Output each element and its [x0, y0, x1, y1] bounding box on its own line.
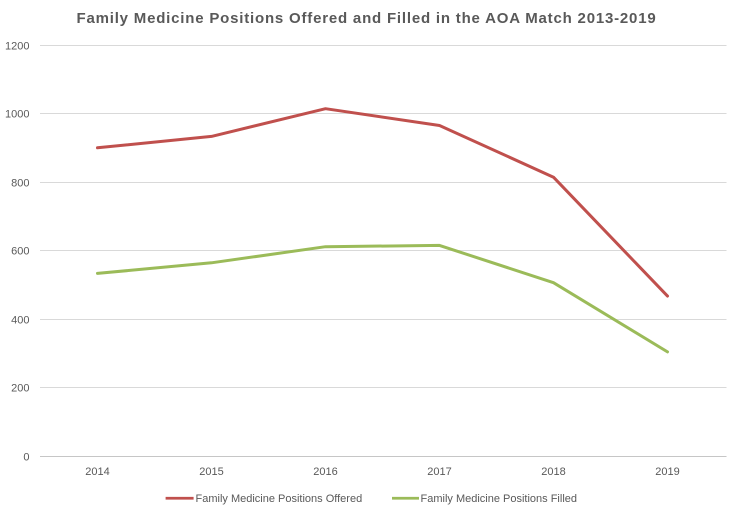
svg-text:800: 800: [11, 177, 29, 189]
svg-text:1000: 1000: [5, 108, 29, 120]
svg-text:2018: 2018: [541, 466, 565, 478]
svg-text:400: 400: [11, 314, 29, 326]
svg-text:Family Medicine Positions Fill: Family Medicine Positions Filled: [421, 493, 578, 505]
svg-text:600: 600: [11, 245, 29, 257]
svg-text:200: 200: [11, 382, 29, 394]
svg-text:2019: 2019: [655, 466, 679, 478]
svg-text:Family Medicine Positions Offe: Family Medicine Positions Offered and Fi…: [77, 10, 657, 27]
svg-text:2016: 2016: [313, 466, 337, 478]
svg-text:1200: 1200: [5, 40, 29, 52]
svg-text:2014: 2014: [85, 466, 109, 478]
svg-text:2015: 2015: [199, 466, 223, 478]
svg-text:2017: 2017: [427, 466, 451, 478]
svg-text:0: 0: [23, 451, 29, 463]
svg-text:Family Medicine Positions Offe: Family Medicine Positions Offered: [196, 493, 363, 505]
